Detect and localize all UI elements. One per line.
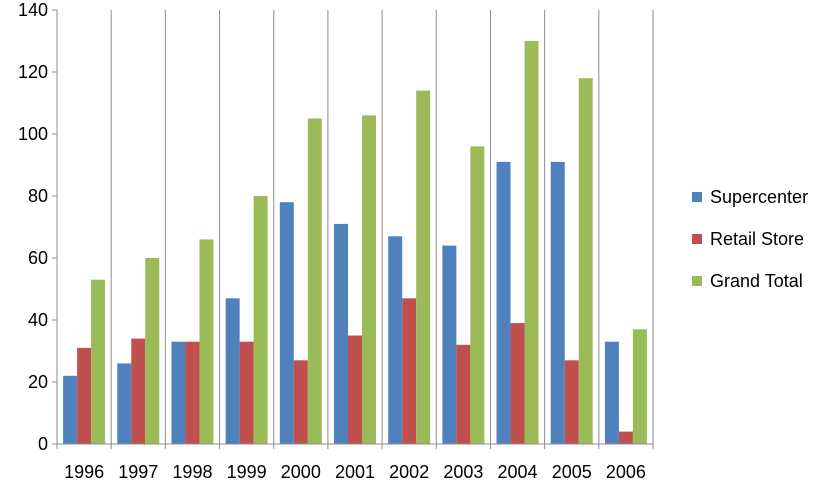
x-tick-label: 2002 [389,462,429,482]
bar-retail-store-2002 [402,298,417,444]
bar-retail-store-2001 [348,335,362,444]
legend-item-retail-store: Retail Store [692,228,808,250]
y-tick-label: 20 [28,372,48,392]
y-tick-label: 80 [28,186,48,206]
x-tick-label: 1998 [172,462,212,482]
bar-grand-total-1997 [145,258,160,444]
bar-grand-total-2006 [632,329,647,444]
bar-supercenter-2003 [442,245,457,444]
bar-retail-store-1996 [77,347,92,444]
bar-grand-total-1999 [253,196,268,444]
legend-swatch-supercenter [692,192,702,202]
bar-retail-store-1999 [239,341,254,444]
y-tick-label: 40 [28,310,48,330]
chart-bars [63,41,647,445]
x-tick-label: 2000 [281,462,321,482]
bar-retail-store-2006 [618,431,633,444]
legend-label-grand-total: Grand Total [710,270,803,291]
legend-label-supercenter: Supercenter [710,186,809,207]
y-tick-label: 140 [18,0,48,20]
x-tick-label: 1999 [227,462,267,482]
y-axis-tick-labels: 0 20 40 60 80 100 120 140 [18,0,48,454]
bar-grand-total-1998 [199,239,214,444]
bar-grand-total-2004 [524,41,539,444]
bar-supercenter-1996 [63,375,78,444]
bar-retail-store-1998 [185,341,200,444]
bar-grand-total-2000 [307,118,322,444]
bar-supercenter-1999 [225,298,240,444]
bar-supercenter-2004 [496,161,511,444]
legend-label-retail-store: Retail Store [710,228,805,249]
x-tick-label: 1997 [118,462,158,482]
bar-supercenter-2000 [279,202,294,444]
legend-swatch-retail-store [692,234,702,244]
bar-supercenter-2006 [604,341,619,444]
legend: Supercenter Retail Store Grand Total [692,186,808,312]
bar-grand-total-1996 [91,279,106,444]
y-tick-label: 100 [18,124,48,144]
x-tick-label: 2006 [606,462,646,482]
bar-grand-total-2003 [470,146,485,444]
bar-grand-total-2002 [416,90,431,444]
y-tick-label: 60 [28,248,48,268]
x-tick-label: 2004 [498,462,538,482]
bar-supercenter-2002 [388,236,403,444]
x-tick-label: 1996 [64,462,104,482]
bar-supercenter-1997 [117,363,132,444]
x-axis-tick-labels: 1996 1997 1998 1999 2000 2001 2002 2003 2004 2005… [64,462,646,482]
x-tick-label: 2001 [335,462,375,482]
y-tick-label: 0 [38,434,48,454]
bar-grand-total-2001 [362,115,376,445]
legend-swatch-grand-total [692,276,702,286]
bar-retail-store-2005 [564,360,579,444]
bar-supercenter-2005 [550,161,565,444]
bar-retail-store-1997 [131,338,146,444]
chart-axes [52,9,654,449]
bar-retail-store-2004 [510,323,525,444]
x-tick-label: 2003 [443,462,483,482]
bar-retail-store-2000 [293,360,308,444]
bar-retail-store-2003 [456,344,471,444]
bar-supercenter-1998 [171,341,186,444]
y-tick-label: 120 [18,62,48,82]
chart-grid [110,10,654,444]
legend-item-grand-total: Grand Total [692,270,808,292]
legend-item-supercenter: Supercenter [692,186,808,208]
x-tick-label: 2005 [552,462,592,482]
bar-supercenter-2001 [334,223,348,444]
bar-grand-total-2005 [578,78,593,444]
